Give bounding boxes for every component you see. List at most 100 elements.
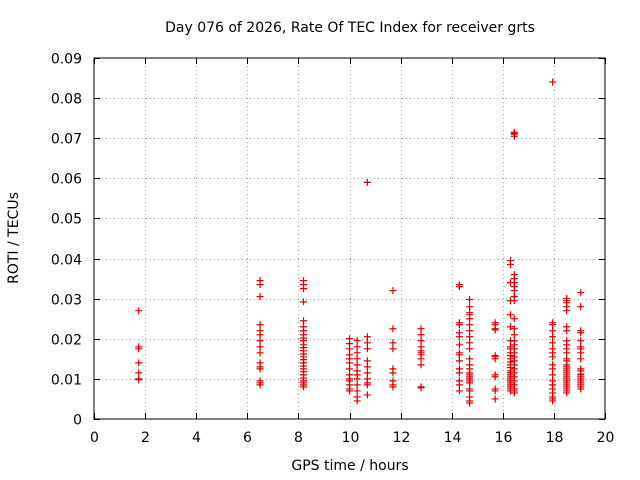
data-point [363,391,371,399]
data-point [506,261,514,269]
data-point [455,283,463,291]
data-point [577,303,585,311]
data-point [466,339,474,347]
data-point [389,383,397,391]
data-point [510,297,518,305]
data-point [256,331,264,339]
y-tick-label: 0.04 [51,253,82,269]
data-point [353,337,361,345]
data-point [577,349,585,357]
data-point [577,329,585,337]
data-point [491,395,499,403]
plot-frame [93,57,606,420]
data-point [506,323,514,331]
data-point [256,343,264,351]
y-tick-label: 0.05 [51,212,82,228]
y-tick-label: 0.08 [51,92,82,108]
data-point [417,325,425,333]
data-point [353,343,361,351]
data-point [549,353,557,361]
data-point [577,355,585,363]
data-point [491,355,499,363]
data-point [256,321,264,329]
x-tick-label: 18 [546,430,564,446]
data-point [577,337,585,345]
data-point [577,385,585,393]
data-point [417,355,425,363]
data-point [353,361,361,369]
data-point [563,389,571,397]
data-point [455,321,463,329]
data-point [549,333,557,341]
data-point [510,331,518,339]
data-point [549,371,557,379]
y-tick-label: 0.09 [51,52,82,68]
y-tick-label: 0.03 [51,293,82,309]
data-point [353,355,361,363]
x-tick-label: 0 [90,430,99,446]
data-point [135,359,143,367]
data-point [466,379,474,387]
x-tick-label: 8 [294,430,303,446]
data-point [510,132,518,140]
data-point [135,307,143,315]
data-point [346,387,353,395]
data-point [363,381,371,389]
data-point [353,387,361,395]
y-tick-label: 0.07 [51,132,82,148]
data-point [455,387,463,395]
data-point [549,321,557,329]
data-point [455,357,463,365]
data-point [455,381,463,389]
data-point [417,331,425,339]
y-axis-label: ROTI / TECUs [6,192,22,284]
data-point [466,345,474,353]
data-point [510,287,518,295]
data-point [466,355,474,363]
data-point [346,359,353,367]
data-point [363,178,371,186]
data-point [510,389,518,397]
data-point [466,295,474,303]
chart-title: Day 076 of 2026, Rate Of TEC Index for r… [165,20,535,36]
data-point [466,387,474,395]
data-point [256,293,264,301]
data-points [135,78,585,407]
grid [94,58,605,419]
data-point [417,361,425,369]
data-point [135,345,143,353]
data-point [510,315,518,323]
data-point [363,333,371,341]
x-tick-label: 20 [597,430,615,446]
data-point [363,357,371,365]
data-point [256,381,264,389]
y-tick-label: 0.06 [51,172,82,188]
data-point [363,339,371,347]
data-point [300,285,308,293]
x-tick-label: 2 [141,430,150,446]
data-point [389,369,397,377]
data-point [353,397,361,405]
data-point [346,365,353,373]
data-point [256,337,264,345]
axis-ticks: 0 0.01 0.02 0.03 0.04 0.05 0.06 0.07 0.08 0.09 0 2 4… [51,52,615,447]
data-point [455,341,463,349]
data-point [256,349,264,357]
x-tick-label: 10 [342,430,360,446]
data-point [466,333,474,341]
data-point [466,315,474,323]
x-tick-label: 4 [192,430,201,446]
data-point [491,387,499,395]
x-axis-label: GPS time / hours [291,458,408,474]
data-point [256,281,264,289]
data-point [455,333,463,341]
data-point [417,337,425,345]
data-point [455,369,463,377]
data-point [491,373,499,381]
data-point [353,349,361,357]
data-point [363,345,371,353]
data-point [466,399,474,407]
data-point [549,365,557,373]
